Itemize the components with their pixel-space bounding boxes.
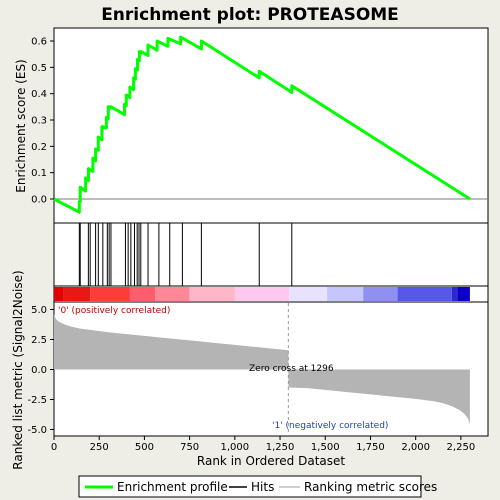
rank-xtick-label: 1,250 xyxy=(266,442,295,453)
rank-ytick-label: 5.0 xyxy=(31,305,47,316)
rank-xtick-label: 1,000 xyxy=(221,442,250,453)
rank-xtick-label: 2,250 xyxy=(447,442,476,453)
rank-ytick-label: 0.0 xyxy=(31,365,47,376)
heat-segment xyxy=(130,287,155,301)
heat-segment xyxy=(90,287,130,301)
rank-heat-bar xyxy=(54,286,488,302)
rank-xtick-label: 750 xyxy=(180,442,199,453)
rank-xtick-label: 500 xyxy=(135,442,154,453)
rank-xtick-label: 1,500 xyxy=(311,442,340,453)
es-ytick-label: 0.2 xyxy=(31,142,47,153)
positive-label: '0' (positively correlated) xyxy=(58,306,170,316)
rank-ytick-label: 2.5 xyxy=(31,335,47,346)
es-ylabel: Enrichment score (ES) xyxy=(14,59,28,192)
heat-segment xyxy=(54,287,63,301)
es-ytick-label: 0.0 xyxy=(31,195,47,206)
rank-xlabel: Rank in Ordered Dataset xyxy=(197,454,345,468)
heat-segment xyxy=(235,287,289,301)
es-ytick-label: 0.5 xyxy=(31,63,47,74)
legend-ranking-label: Ranking metric scores xyxy=(304,480,437,494)
chart-title: Enrichment plot: PROTEASOME xyxy=(101,5,399,25)
legend: Enrichment profile Hits Ranking metric s… xyxy=(79,476,437,497)
rank-ylabel: Ranked list metric (Signal2Noise) xyxy=(11,270,25,469)
es-ytick-label: 0.3 xyxy=(31,116,47,127)
legend-hits-label: Hits xyxy=(251,480,274,494)
heat-segment xyxy=(63,287,90,301)
rank-xtick-label: 250 xyxy=(90,442,109,453)
legend-enrichment-label: Enrichment profile xyxy=(117,480,228,494)
hits-panel xyxy=(54,223,488,286)
rank-ytick-label: -5.0 xyxy=(27,425,47,436)
heat-segment xyxy=(190,287,235,301)
es-ytick-label: 0.4 xyxy=(31,89,47,100)
heat-segment xyxy=(289,287,327,301)
es-ytick-label: 0.1 xyxy=(31,168,47,179)
heat-segment xyxy=(327,287,363,301)
rank-ytick-label: -2.5 xyxy=(27,395,47,406)
es-ytick-label: 0.6 xyxy=(31,37,47,48)
heat-segment xyxy=(155,287,189,301)
heat-segment xyxy=(398,287,452,301)
rank-xtick-label: 2,000 xyxy=(401,442,430,453)
rank-xtick-label: 0 xyxy=(51,442,57,453)
heat-segment xyxy=(363,287,397,301)
enrichment-panel: 0.0 0.1 0.2 0.3 0.4 0.5 0.6 Enrichment score (… xyxy=(14,28,488,223)
negative-label: '1' (negatively correlated) xyxy=(272,421,388,431)
heat-segment xyxy=(452,287,457,301)
heat-segment xyxy=(457,287,470,301)
zero-cross-label: Zero cross at 1296 xyxy=(249,364,334,374)
rank-xtick-label: 1,750 xyxy=(356,442,385,453)
